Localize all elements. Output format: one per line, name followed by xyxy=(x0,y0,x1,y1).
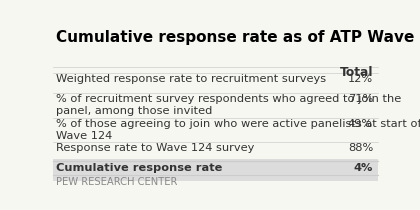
Text: % of those agreeing to join who were active panelists at start of
Wave 124: % of those agreeing to join who were act… xyxy=(56,119,420,141)
Text: 4%: 4% xyxy=(354,163,373,173)
Text: Cumulative response rate as of ATP Wave 124: Cumulative response rate as of ATP Wave … xyxy=(56,30,420,45)
Text: PEW RESEARCH CENTER: PEW RESEARCH CENTER xyxy=(56,177,177,187)
Text: 88%: 88% xyxy=(348,143,373,153)
Text: 49%: 49% xyxy=(348,119,373,129)
FancyBboxPatch shape xyxy=(52,159,378,181)
Text: 12%: 12% xyxy=(348,74,373,84)
Text: Cumulative response rate: Cumulative response rate xyxy=(56,163,222,173)
Text: Total: Total xyxy=(340,66,373,79)
Text: Weighted response rate to recruitment surveys: Weighted response rate to recruitment su… xyxy=(56,74,326,84)
Text: % of recruitment survey respondents who agreed to join the
panel, among those in: % of recruitment survey respondents who … xyxy=(56,94,401,116)
Text: 71%: 71% xyxy=(348,94,373,104)
Text: Response rate to Wave 124 survey: Response rate to Wave 124 survey xyxy=(56,143,254,153)
